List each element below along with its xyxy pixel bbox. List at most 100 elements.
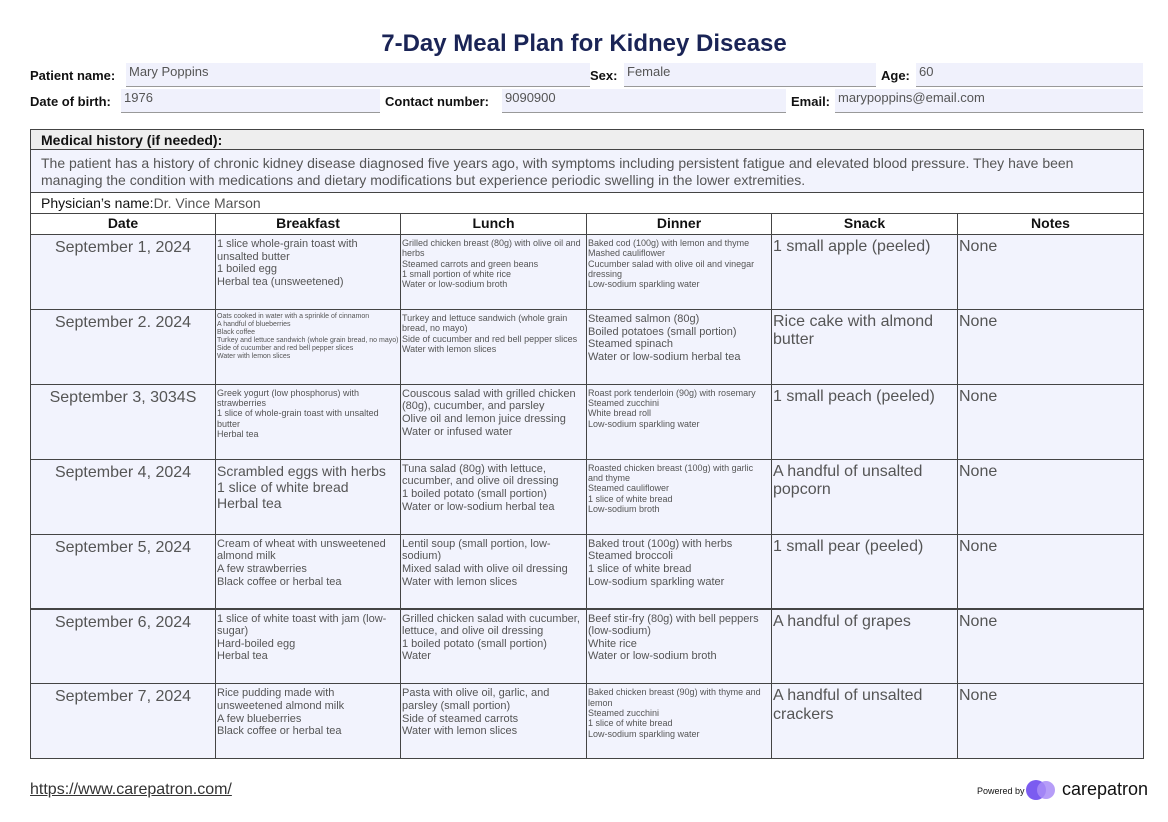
meal-item: Cucumber salad with olive oil and vinega… <box>588 258 755 280</box>
meal-item: Water with lemon slices <box>217 353 291 361</box>
meal-item: Water or low-sodium herbal tea <box>588 350 741 363</box>
physician-name: Dr. Vince Marson <box>153 195 261 211</box>
column-header: Breakfast <box>215 213 401 235</box>
meal-item: Black coffee or herbal tea <box>217 725 342 738</box>
text-cell: None <box>957 458 1144 535</box>
physician-label: Physician’s name: <box>41 195 154 211</box>
meal-item: 1 slice of whole-grain toast with unsalt… <box>217 408 379 429</box>
meal-item: 1 boiled potato (small portion) <box>402 487 547 500</box>
meal-item: Baked trout (100g) with herbs <box>588 537 733 550</box>
meal-cell: Greek yogurt (low phosphorus) with straw… <box>215 383 401 460</box>
meal-cell: Oats cooked in water with a sprinkle of … <box>215 308 401 385</box>
meal-item: Baked chicken breast (90g) with thyme an… <box>588 687 761 708</box>
meal-item: Greek yogurt (low phosphorus) with straw… <box>217 387 360 409</box>
meal-item: Roast pork tenderloin (90g) with rosemar… <box>588 387 756 398</box>
meal-item: A few strawberries <box>217 562 307 575</box>
meal-item: Steamed zucchini <box>588 398 660 409</box>
meal-item: 1 slice of white bread <box>588 493 673 504</box>
field-label: Email: <box>791 94 831 109</box>
brand: carepatron <box>1062 779 1149 799</box>
meal-item: Boiled potatoes (small portion) <box>588 325 737 338</box>
date-cell: September 1, 2024 <box>30 234 216 310</box>
meal-cell: Couscous salad with grilled chicken (80g… <box>400 383 587 460</box>
meal-cell: Roast pork tenderloin (90g) with rosemar… <box>586 383 772 460</box>
meal-item: Roasted chicken breast (100g) with garli… <box>588 462 754 484</box>
field-value: Female <box>624 63 876 87</box>
meal-item: Low-sodium sparkling water <box>588 418 700 429</box>
meal-item: Couscous salad with grilled chicken (80g… <box>402 387 576 413</box>
meal-cell: Grilled chicken breast (80g) with olive … <box>400 234 587 310</box>
meal-item: Mixed salad with olive oil dressing <box>402 562 568 575</box>
footer-url[interactable]: https://www.carepatron.com/ <box>30 781 232 798</box>
meal-item: Steamed zucchini <box>588 708 660 719</box>
meal-item: Herbal tea <box>217 494 282 511</box>
date-cell: September 7, 2024 <box>30 683 216 760</box>
logo-icon <box>1026 780 1055 800</box>
meal-item: 1 slice of white bread <box>588 562 692 575</box>
meal-item: Turkey and lettuce sandwich (whole grain… <box>402 312 568 334</box>
meal-cell: Cream of wheat with unsweetened almond m… <box>215 533 401 610</box>
field-value: 1976 <box>121 89 380 113</box>
column-header: Date <box>30 213 216 235</box>
meal-item: Side of cucumber and red bell pepper sli… <box>217 345 354 353</box>
meal-cell: 1 slice whole-grain toast with unsalted … <box>215 234 401 310</box>
meal-item: Mashed cauliflower <box>588 248 666 259</box>
meal-item: Low-sodium sparkling water <box>588 279 700 290</box>
text-cell: Rice cake with almond butter <box>771 308 958 385</box>
text-cell: A handful of unsalted popcorn <box>771 458 958 535</box>
meal-cell: Tuna salad (80g) with lettuce, cucumber,… <box>400 458 587 535</box>
text-cell: None <box>957 533 1144 610</box>
meal-item: Beef stir-fry (80g) with bell peppers (l… <box>588 612 759 638</box>
text-cell: 1 small pear (peeled) <box>771 533 958 610</box>
field-label: Contact number: <box>385 94 489 109</box>
meal-cell: Pasta with olive oil, garlic, and parsle… <box>400 683 587 760</box>
meal-cell: Beef stir-fry (80g) with bell peppers (l… <box>586 608 772 685</box>
text-cell: None <box>957 608 1144 685</box>
meal-item: White bread roll <box>588 408 652 419</box>
meal-item: Pasta with olive oil, garlic, and parsle… <box>402 687 550 713</box>
meal-item: Steamed carrots and green beans <box>402 258 539 269</box>
meal-item: 1 slice of white bread <box>217 478 349 495</box>
meal-cell: Scrambled eggs with herbs 1 slice of whit… <box>215 458 401 535</box>
text-cell: 1 small peach (peeled) <box>771 383 958 460</box>
meal-item: Turkey and lettuce sandwich (whole grain… <box>217 337 399 345</box>
field-value: 9090900 <box>502 89 786 113</box>
meal-cell: 1 slice of white toast with jam (low-sug… <box>215 608 401 685</box>
powered-by: Powered by <box>977 786 1025 796</box>
meal-cell: Turkey and lettuce sandwich (whole grain… <box>400 308 587 385</box>
meal-item: Steamed cauliflower <box>588 483 670 494</box>
meal-item: Steamed spinach <box>588 338 673 351</box>
meal-cell: Baked chicken breast (90g) with thyme an… <box>586 683 772 760</box>
meal-item: Scrambled eggs with herbs <box>217 462 386 479</box>
meal-cell: Lentil soup (small portion, low-sodium) M… <box>400 533 587 610</box>
text-cell: None <box>957 683 1144 760</box>
meal-cell: Roasted chicken breast (100g) with garli… <box>586 458 772 535</box>
meal-item: Tuna salad (80g) with lettuce, cucumber,… <box>402 462 559 488</box>
meal-item: Oats cooked in water with a sprinkle of … <box>217 312 370 320</box>
meal-item: Baked cod (100g) with lemon and thyme <box>588 238 750 248</box>
column-header: Dinner <box>586 213 772 235</box>
title: 7-Day Meal Plan for Kidney Disease <box>381 30 787 57</box>
meal-item: 1 slice whole-grain toast with unsalted … <box>217 238 358 263</box>
physician-row: Physician’s name:Dr. Vince Marson <box>30 192 1144 214</box>
field-label: Patient name: <box>30 68 116 83</box>
meal-item: Grilled chicken salad with cucumber, let… <box>402 612 580 638</box>
field-label: Sex: <box>590 68 618 83</box>
meal-item: White rice <box>588 637 637 650</box>
meal-item: Water <box>402 650 431 663</box>
meal-cell: Baked cod (100g) with lemon and thyme Mas… <box>586 234 772 310</box>
date-cell: September 6, 2024 <box>30 608 216 685</box>
meal-item: Herbal tea (unsweetened) <box>217 275 344 288</box>
text-cell: None <box>957 308 1144 385</box>
meal-item: Hard-boiled egg <box>217 637 296 650</box>
meal-item: 1 boiled egg <box>217 263 277 276</box>
history-text: The patient has a history of chronic kid… <box>30 149 1144 193</box>
meal-item: 1 slice of white toast with jam (low-sug… <box>217 612 387 638</box>
meal-item: Cream of wheat with unsweetened almond m… <box>217 537 386 563</box>
history-heading: Medical history (if needed): <box>30 129 1144 150</box>
meal-cell: Rice pudding made with unsweetened almon… <box>215 683 401 760</box>
column-header: Lunch <box>400 213 587 235</box>
meal-item: 1 boiled potato (small portion) <box>402 637 547 650</box>
column-header: Snack <box>771 213 958 235</box>
text-cell: None <box>957 234 1144 310</box>
